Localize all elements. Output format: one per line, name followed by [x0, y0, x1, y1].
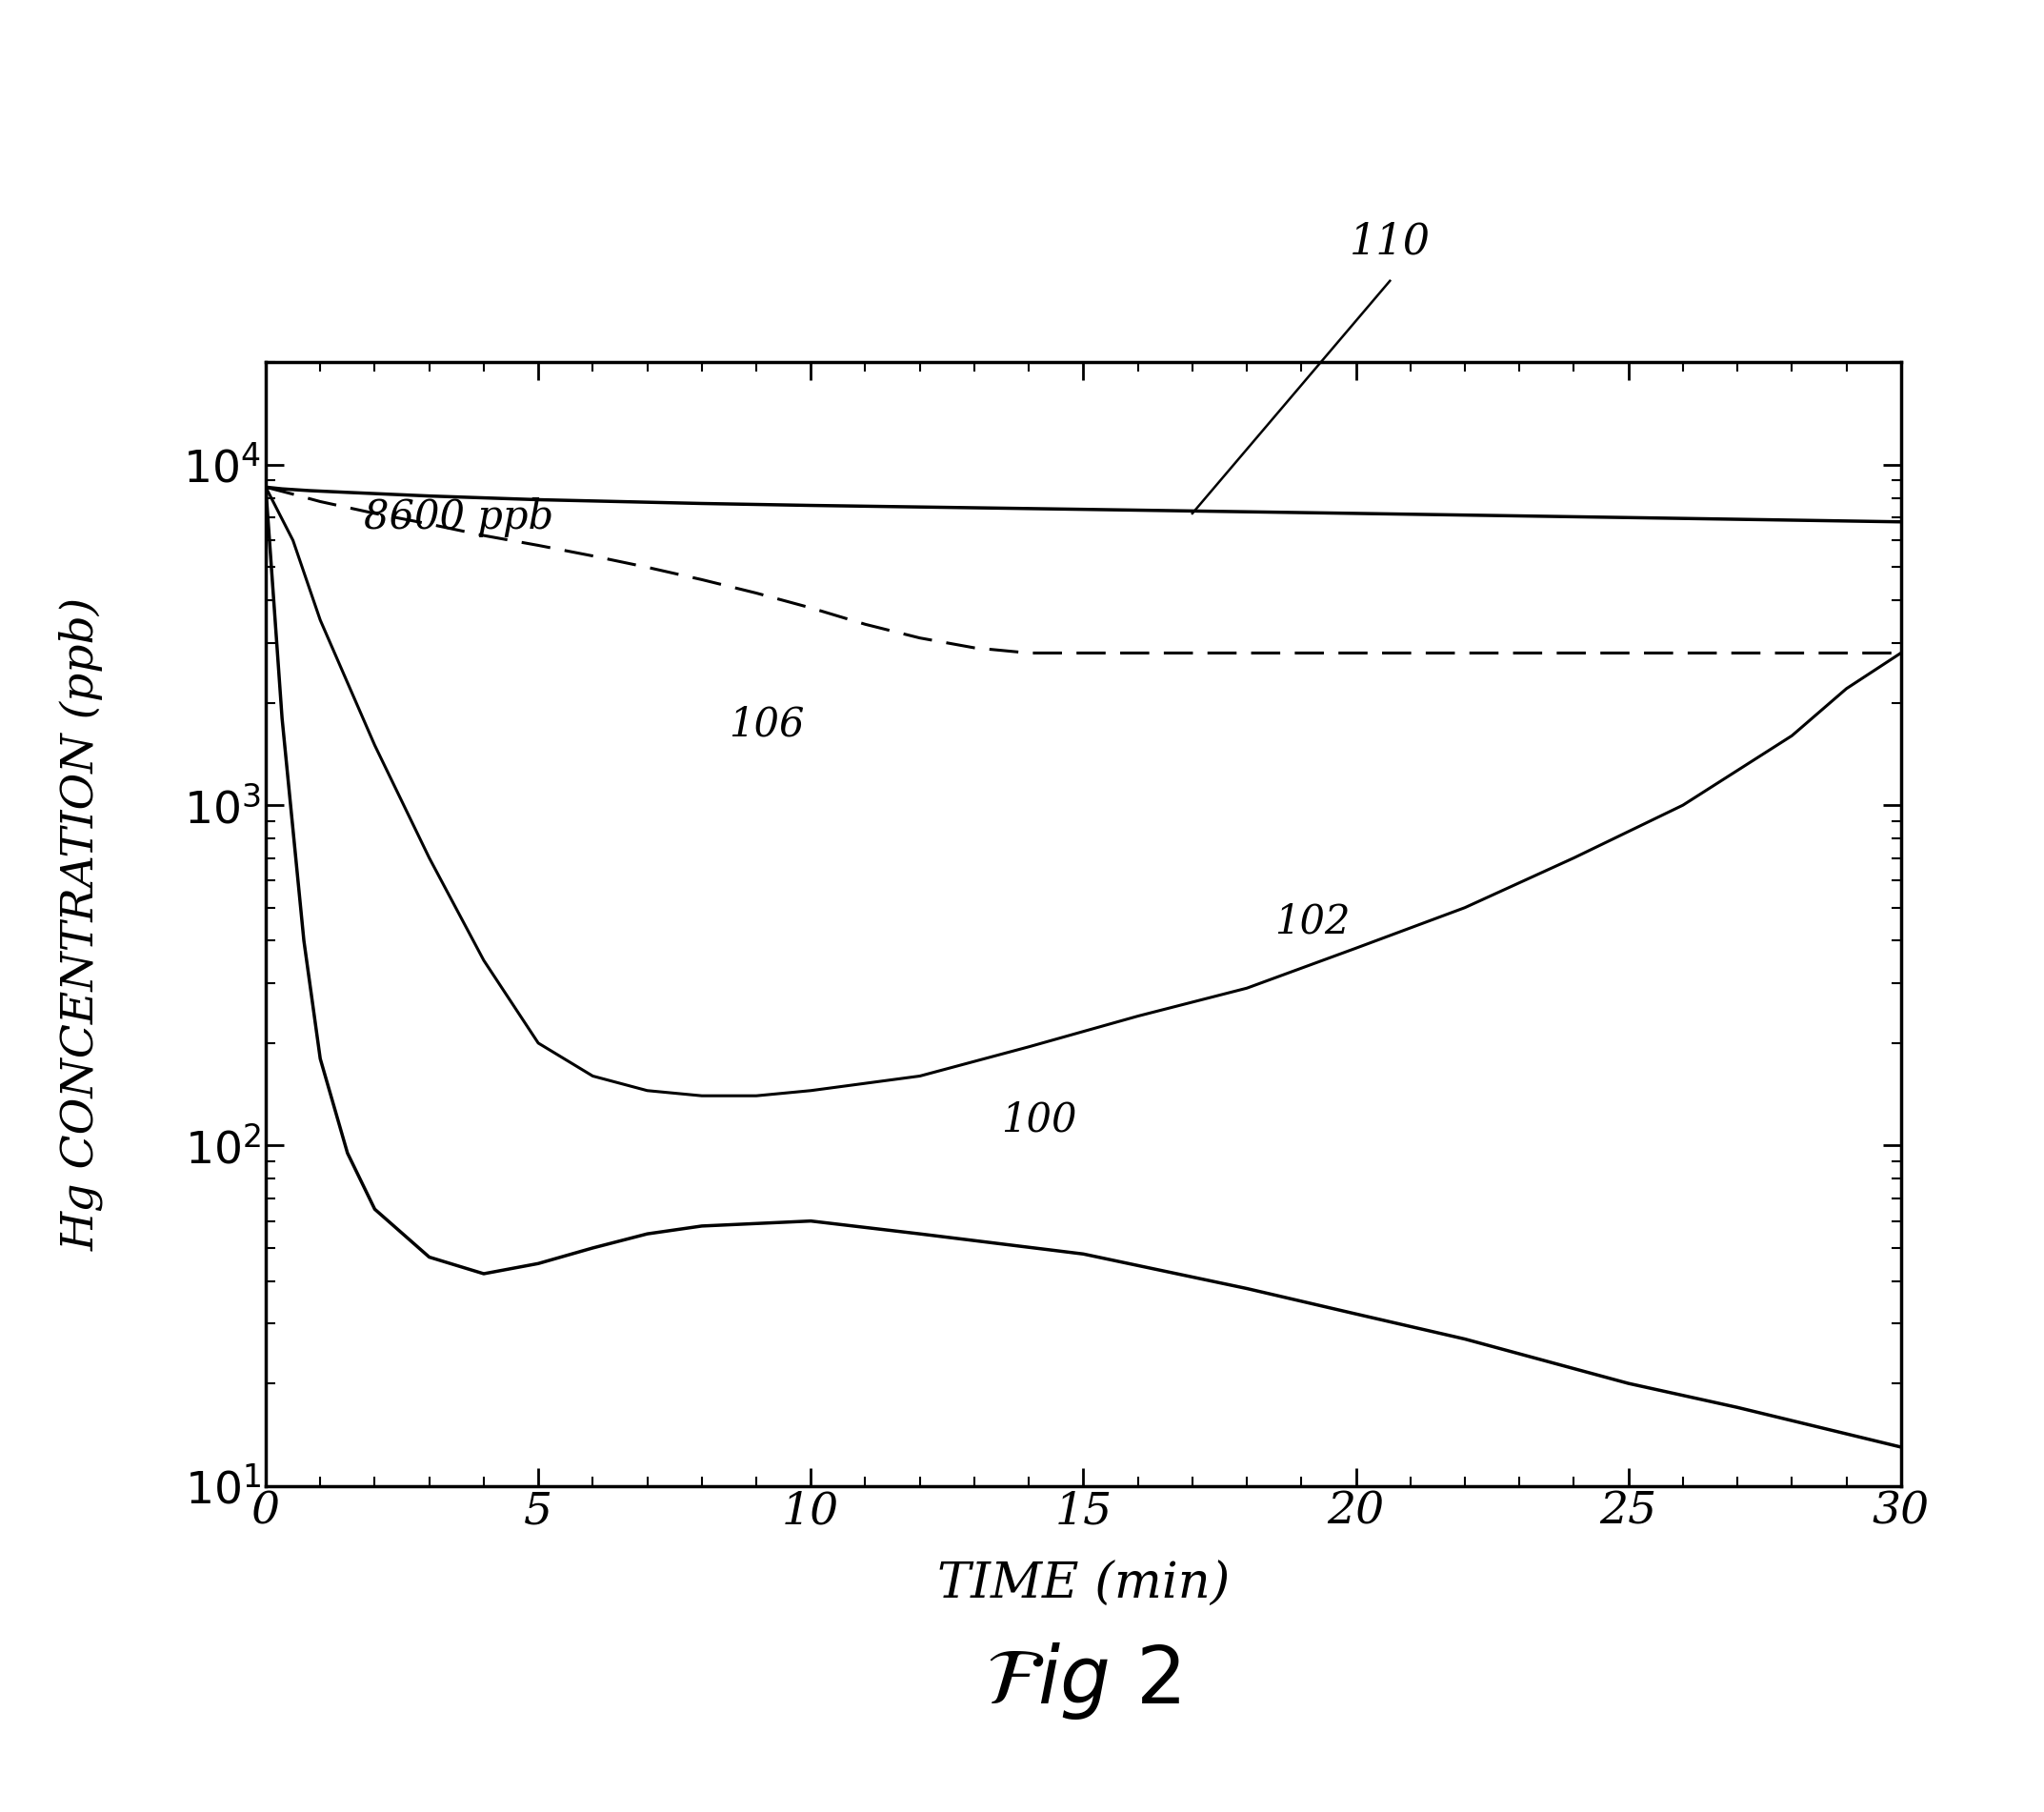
Text: 106: 106	[730, 705, 805, 745]
Text: $\mathcal{F}$$\it{ig\ 2}$: $\mathcal{F}$$\it{ig\ 2}$	[985, 1640, 1181, 1721]
Text: 100: 100	[1002, 1100, 1077, 1140]
Text: 110: 110	[1349, 221, 1431, 263]
Text: 102: 102	[1273, 902, 1349, 942]
X-axis label: TIME (min): TIME (min)	[936, 1560, 1230, 1609]
Text: 8600 ppb: 8600 ppb	[364, 496, 554, 536]
Text: Hg CONCENTRATION (ppb): Hg CONCENTRATION (ppb)	[59, 598, 104, 1250]
